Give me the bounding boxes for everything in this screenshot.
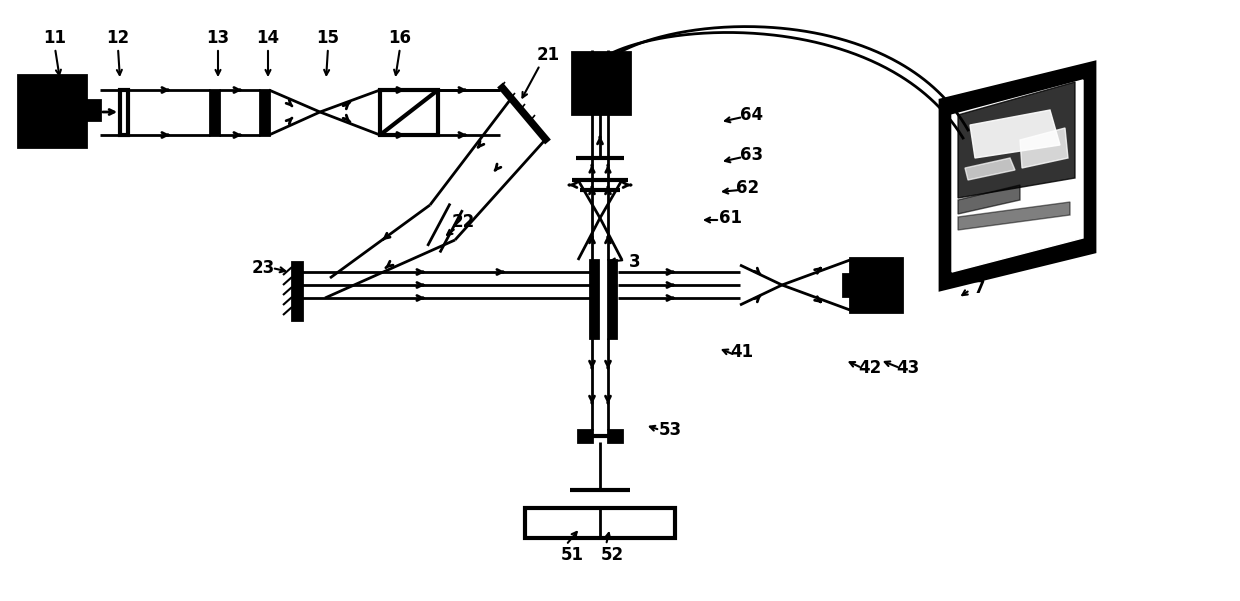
Polygon shape	[959, 185, 1021, 214]
Bar	[843, 274, 849, 296]
Text: 42: 42	[858, 359, 882, 377]
Text: 43: 43	[897, 359, 920, 377]
Text: 53: 53	[658, 421, 682, 439]
Text: 15: 15	[316, 29, 340, 47]
Bar	[578, 430, 591, 442]
Text: 7: 7	[975, 279, 986, 297]
Text: 61: 61	[718, 209, 742, 227]
Polygon shape	[952, 80, 1083, 272]
Bar	[210, 90, 219, 135]
Bar	[379, 90, 438, 135]
Bar	[260, 90, 269, 135]
Polygon shape	[970, 110, 1060, 158]
Bar	[590, 260, 598, 338]
Polygon shape	[1021, 128, 1068, 168]
Text: 13: 13	[206, 29, 229, 47]
Bar	[120, 90, 128, 135]
Text: 21: 21	[537, 46, 559, 64]
Text: 64: 64	[740, 106, 764, 124]
Text: 14: 14	[257, 29, 279, 47]
Bar	[608, 260, 616, 338]
Polygon shape	[959, 202, 1070, 230]
Text: 23: 23	[252, 259, 274, 277]
Polygon shape	[965, 158, 1016, 180]
Bar	[525, 508, 675, 538]
Text: 41: 41	[730, 343, 754, 361]
Bar	[86, 100, 100, 120]
Text: 62: 62	[737, 179, 760, 197]
Text: 22: 22	[451, 213, 475, 231]
Bar	[849, 258, 901, 312]
Bar	[19, 75, 86, 147]
Polygon shape	[940, 62, 1095, 290]
Bar	[572, 52, 630, 114]
Text: 63: 63	[740, 146, 764, 164]
Text: 11: 11	[43, 29, 67, 47]
Text: 16: 16	[388, 29, 412, 47]
Text: 12: 12	[107, 29, 129, 47]
Text: 3: 3	[629, 253, 641, 271]
Text: 52: 52	[600, 546, 624, 564]
Bar	[291, 262, 303, 320]
Polygon shape	[959, 82, 1075, 198]
Text: 51: 51	[560, 546, 584, 564]
Bar	[608, 430, 622, 442]
